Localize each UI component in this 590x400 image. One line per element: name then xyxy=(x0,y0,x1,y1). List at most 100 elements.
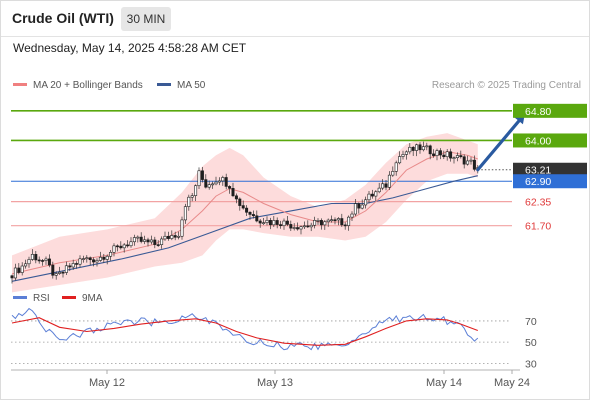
candle-body-down xyxy=(462,156,466,165)
candle xyxy=(146,237,150,247)
support-1-label: 62.35 xyxy=(525,197,551,209)
candle xyxy=(85,255,89,263)
candle xyxy=(459,150,463,159)
candle xyxy=(228,185,232,194)
candle-body-down xyxy=(68,265,72,268)
ma20-line xyxy=(11,151,478,275)
candle-body-up xyxy=(398,156,402,164)
resistance-2-tag xyxy=(513,133,587,148)
candle xyxy=(268,217,272,230)
candle-body-down xyxy=(119,245,123,249)
candle-body-up xyxy=(217,180,221,183)
candle xyxy=(238,197,242,211)
candle-body-up xyxy=(292,227,296,229)
candle-body-up xyxy=(112,245,116,253)
timeframe-button[interactable]: 30 MIN xyxy=(121,7,171,31)
candle xyxy=(411,146,415,156)
candle xyxy=(258,219,262,228)
rsi-ma-line xyxy=(11,317,478,346)
candle xyxy=(357,202,361,214)
x-tick-label: May 12 xyxy=(89,377,125,389)
candle xyxy=(81,255,85,263)
candle-body-down xyxy=(384,183,388,188)
candle-body-up xyxy=(27,259,31,265)
candle-body-up xyxy=(183,206,187,221)
candle-body-up xyxy=(262,222,266,224)
candle-body-up xyxy=(336,218,340,221)
candle-body-up xyxy=(455,155,459,158)
legend-label-rsi: RSI xyxy=(33,293,50,304)
candle xyxy=(279,220,283,229)
candle xyxy=(54,271,58,280)
candle xyxy=(30,249,34,261)
candle-body-down xyxy=(268,219,272,226)
candle-body-down xyxy=(204,179,208,188)
legend-label-ma20: MA 20 + Bollinger Bands xyxy=(33,80,143,91)
candle xyxy=(381,179,385,191)
x-tick-label: May 24 xyxy=(494,377,530,389)
candle xyxy=(343,222,347,230)
candle xyxy=(105,254,109,265)
candle xyxy=(132,234,136,246)
candle xyxy=(177,231,181,240)
candle-body-up xyxy=(81,258,85,260)
header-divider xyxy=(0,36,590,37)
candle xyxy=(119,241,123,250)
candle xyxy=(197,167,201,189)
candle xyxy=(10,274,14,284)
candle xyxy=(275,217,279,229)
candle xyxy=(282,218,286,230)
candle xyxy=(299,225,303,235)
candle-body-down xyxy=(357,203,361,209)
candle-body-up xyxy=(30,254,34,260)
candle xyxy=(183,203,187,224)
candle xyxy=(143,235,147,245)
legend-ma20-bollinger: MA 20 + Bollinger Bands xyxy=(13,80,143,91)
candle-body-up xyxy=(404,151,408,155)
candle-body-up xyxy=(353,203,357,215)
candle-body-up xyxy=(425,145,429,148)
candle-body-up xyxy=(265,219,269,223)
candle xyxy=(71,259,75,270)
candle-body-down xyxy=(47,258,51,266)
candle-body-down xyxy=(370,193,374,197)
candle-body-down xyxy=(34,254,38,261)
candle-body-down xyxy=(333,219,337,222)
candle-body-up xyxy=(54,273,58,276)
candle xyxy=(472,155,476,172)
candle-body-down xyxy=(275,220,279,225)
candle-body-down xyxy=(153,239,157,245)
candle xyxy=(126,240,130,248)
candle-body-up xyxy=(13,267,17,279)
current-price-label: 63.21 xyxy=(525,165,551,177)
candle xyxy=(285,216,289,227)
candle-body-up xyxy=(313,220,317,226)
legend-label-9ma: 9MA xyxy=(82,293,103,304)
candle-body-down xyxy=(411,146,415,151)
candle-body-down xyxy=(449,151,453,159)
candle xyxy=(360,199,364,210)
candle xyxy=(122,243,126,253)
candle xyxy=(17,263,21,275)
x-tick-label: May 13 xyxy=(257,377,293,389)
candle-body-down xyxy=(418,144,422,151)
candle-body-up xyxy=(207,184,211,188)
candle-body-up xyxy=(20,265,24,273)
candle-body-down xyxy=(17,267,21,273)
candle xyxy=(415,143,419,157)
candle xyxy=(224,173,228,190)
candle xyxy=(75,261,79,269)
candle xyxy=(214,176,218,186)
candle-body-up xyxy=(78,258,82,265)
candle-body-up xyxy=(211,183,215,186)
candle-body-down xyxy=(255,215,259,222)
candle-body-up xyxy=(316,220,320,222)
candle xyxy=(262,217,266,225)
candle-body-down xyxy=(51,264,55,276)
candle xyxy=(234,193,238,204)
candle-body-down xyxy=(340,218,344,226)
candle xyxy=(387,171,391,191)
candle-body-up xyxy=(160,238,164,246)
candle xyxy=(37,256,41,264)
candle xyxy=(20,262,24,276)
